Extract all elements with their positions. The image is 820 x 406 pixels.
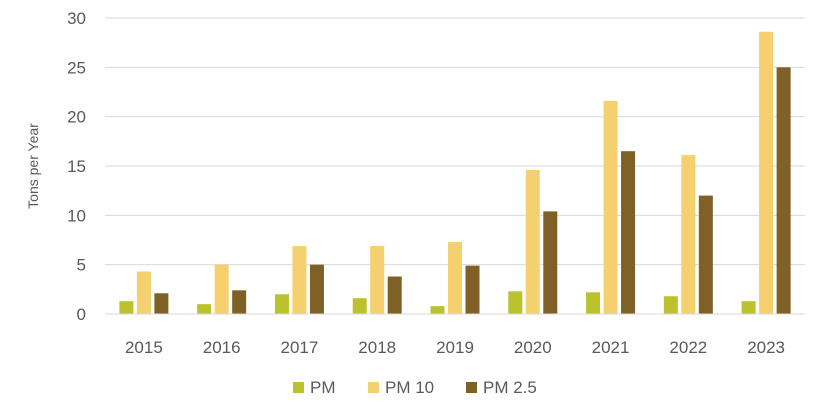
legend-swatch (368, 382, 379, 393)
legend-swatch (466, 382, 477, 393)
legend-swatch (293, 382, 304, 393)
y-tick-label: 30 (67, 9, 86, 28)
bar-pm-2-5-2021 (621, 151, 636, 314)
bar-pm-2021 (586, 292, 601, 314)
x-tick-label: 2020 (514, 338, 552, 357)
bar-pm-2-5-2016 (232, 290, 247, 314)
bar-pm-2-5-2019 (465, 265, 480, 314)
bar-pm-10-2015 (136, 271, 151, 314)
bar-pm-2016 (197, 304, 212, 314)
legend-label: PM 10 (385, 378, 434, 397)
bar-pm-2022 (663, 296, 678, 314)
bar-pm-10-2020 (525, 169, 540, 314)
bar-pm-10-2016 (214, 264, 229, 314)
bar-pm-2018 (352, 298, 367, 314)
bar-pm-2-5-2022 (698, 195, 713, 314)
y-tick-label: 15 (67, 157, 86, 176)
y-axis-ticks: 0 5 10 15 20 25 30 (67, 9, 86, 324)
y-tick-label: 10 (67, 206, 86, 225)
bar-pm-10-2018 (370, 245, 385, 314)
bar-pm-2019 (430, 306, 445, 314)
bars (119, 31, 791, 315)
bar-pm-2-5-2017 (309, 264, 324, 314)
bar-pm-2-5-2015 (154, 293, 169, 314)
x-tick-label: 2016 (203, 338, 241, 357)
y-tick-label: 25 (67, 58, 86, 77)
bar-pm-10-2021 (603, 100, 618, 314)
bar-pm-2-5-2020 (543, 211, 558, 314)
bar-pm-2-5-2023 (776, 67, 791, 314)
x-tick-label: 2017 (281, 338, 319, 357)
x-tick-label: 2023 (747, 338, 785, 357)
bar-pm-10-2023 (759, 31, 774, 315)
x-axis-ticks: 2015 2016 2017 2018 2019 2020 2021 2022 2023 (125, 338, 785, 357)
x-tick-label: 2018 (358, 338, 396, 357)
legend: PM PM 10 PM 2.5 (293, 378, 537, 397)
x-tick-label: 2022 (669, 338, 707, 357)
x-tick-label: 2021 (592, 338, 630, 357)
y-tick-label: 20 (67, 108, 86, 127)
x-tick-label: 2015 (125, 338, 163, 357)
bar-pm-10-2017 (292, 245, 307, 314)
bar-pm-2-5-2018 (387, 276, 402, 314)
bar-pm-2020 (508, 291, 523, 314)
y-tick-label: 5 (77, 256, 86, 275)
y-tick-label: 0 (77, 305, 86, 324)
bar-pm-2017 (274, 294, 289, 314)
legend-label: PM 2.5 (483, 378, 537, 397)
bar-pm-2015 (119, 301, 134, 314)
legend-label: PM (310, 378, 336, 397)
y-axis-label: Tons per Year (25, 123, 41, 209)
bar-pm-2023 (741, 301, 756, 314)
bar-pm-10-2019 (448, 241, 462, 314)
x-tick-label: 2019 (436, 338, 474, 357)
bar-pm-10-2022 (681, 155, 696, 314)
